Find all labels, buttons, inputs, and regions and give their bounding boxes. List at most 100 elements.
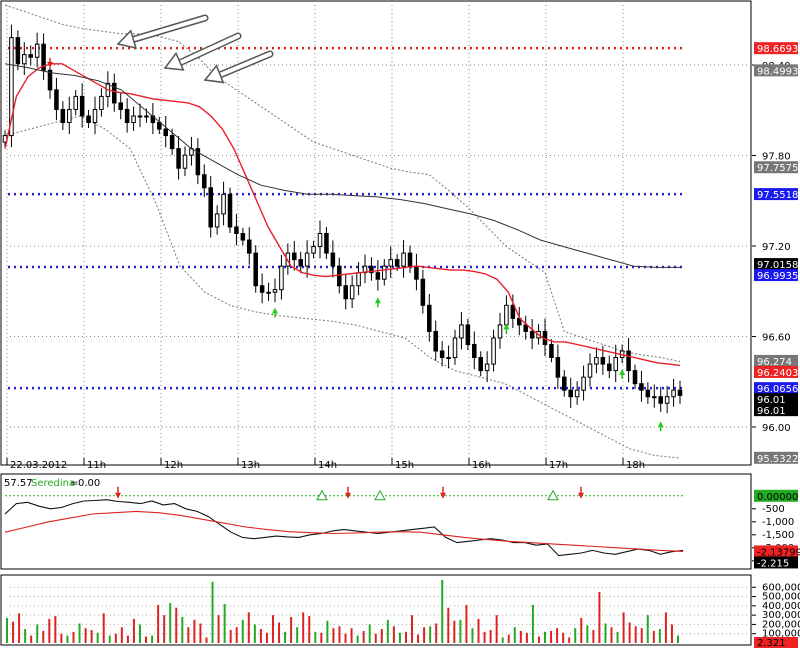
bearish-candle	[163, 128, 168, 137]
price-tag-background	[754, 258, 798, 271]
bearish-candle	[337, 265, 342, 287]
bullish-candle	[446, 357, 451, 360]
price-tick-label: 96.60	[762, 333, 791, 344]
bearish-candle	[472, 343, 477, 359]
bearish-candle	[632, 370, 638, 385]
oscillator-tag: -2.215	[757, 558, 789, 569]
price-tick-label: 97.20	[762, 242, 791, 253]
oscillator-panel-frame	[0, 473, 752, 570]
bearish-candle	[292, 252, 297, 261]
bullish-candle	[137, 115, 143, 118]
bullish-candle	[221, 193, 226, 215]
bearish-candle	[478, 357, 483, 372]
bearish-candle	[369, 265, 374, 274]
oscillator-tag-background	[754, 556, 798, 569]
bearish-candle	[658, 396, 663, 404]
price-tag-background	[754, 161, 798, 174]
bearish-candle	[420, 278, 426, 306]
time-tick-label: 15h	[395, 460, 414, 471]
bearish-candle	[562, 376, 567, 391]
lower-bollinger-band	[4, 115, 681, 459]
bullish-candle	[279, 265, 284, 291]
time-tick-label: 16h	[472, 460, 491, 471]
bullish-candle	[664, 396, 670, 404]
oscillator-buy-marker	[547, 489, 559, 501]
bullish-candle	[652, 396, 657, 399]
bullish-candle	[214, 213, 220, 228]
oscillator-panel[interactable]: -500-1,000-1,500-2,000-2,500 0.00000-2.1…	[0, 473, 800, 570]
dark-moving-average	[4, 63, 680, 268]
price-tag-background	[754, 404, 798, 417]
bearish-candle	[330, 252, 336, 267]
time-tick-label: 18h	[626, 460, 645, 471]
bearish-candle	[324, 233, 329, 254]
time-tick-label: 17h	[549, 460, 568, 471]
volume-axis: 600,000500,000400,000300,000200,000100,0…	[752, 582, 800, 640]
oscillator-tick-label: -500	[762, 504, 785, 515]
price-tag: 96.01	[757, 406, 786, 417]
price-tag: 96.01	[757, 395, 786, 406]
oscillator-sell-marker	[115, 492, 121, 499]
price-tag-background	[754, 393, 798, 406]
bearish-candle	[677, 389, 683, 396]
bullish-candle	[266, 291, 271, 294]
bearish-candle	[28, 54, 33, 58]
price-tag-background	[754, 42, 798, 55]
bearish-candle	[645, 389, 651, 398]
bearish-candle	[465, 324, 471, 345]
bearish-candle	[15, 37, 21, 65]
time-tick-label: 12h	[164, 460, 183, 471]
oscillator-tag-background	[754, 545, 798, 558]
volume-tick-label: 300,000	[762, 610, 800, 621]
bearish-candle	[343, 285, 348, 300]
bearish-candle	[529, 330, 535, 339]
signal-arrows	[47, 57, 664, 432]
price-tag: 96.0656	[757, 384, 798, 395]
oscillator-tick-label: -1,500	[762, 530, 794, 541]
bullish-candle	[504, 304, 509, 326]
upper-bollinger-band	[4, 4, 681, 362]
volume-grid	[10, 586, 750, 635]
bullish-candle	[182, 154, 188, 169]
bearish-candle	[54, 89, 59, 110]
bullish-candle	[613, 357, 618, 372]
price-tag: 95.5322	[757, 454, 798, 465]
buy-signal-arrow	[657, 421, 664, 428]
bearish-candle	[298, 259, 303, 267]
bearish-candle	[195, 148, 201, 176]
bullish-candle	[382, 265, 387, 280]
price-tick-label: 97.80	[762, 152, 791, 163]
sell-signal-arrow	[47, 61, 53, 68]
volume-tick-label: 100,000	[762, 629, 800, 640]
buy-signal-arrow	[374, 297, 381, 304]
oscillator-sell-marker	[345, 492, 351, 499]
oscillator-line	[4, 499, 684, 557]
bearish-candle	[549, 343, 554, 359]
bearish-candle	[433, 330, 438, 352]
buy-signal-arrow	[503, 323, 510, 330]
oscillator-tag: -2.13799	[757, 547, 800, 558]
price-tag: 96.274	[757, 357, 792, 368]
price-levels	[8, 46, 684, 390]
oscillator-header-value: 57.57	[4, 478, 33, 489]
moving-averages	[4, 63, 681, 367]
bullish-candle	[99, 95, 104, 110]
bearish-candle	[639, 383, 644, 391]
bearish-candle	[157, 122, 162, 130]
price-tag: 98.6693	[757, 44, 798, 55]
price-panel-frame	[0, 0, 752, 466]
bearish-candle	[555, 357, 561, 378]
price-tags: 98.6693 98.4993 97.7575 97.5518 97.015896.99…	[754, 42, 798, 465]
bearish-candle	[227, 193, 233, 228]
bearish-candle	[247, 239, 252, 254]
bullish-candle	[497, 324, 503, 339]
oscillator-tick-label: -1,000	[762, 517, 794, 528]
volume-panel[interactable]: 600,000500,000400,000300,000200,000100,0…	[0, 574, 800, 648]
annotation-arrow-shaft	[173, 34, 240, 67]
volume-tag-background	[754, 637, 798, 648]
bullish-candle	[34, 43, 40, 58]
red-moving-average	[4, 63, 681, 367]
oscillator-buy-marker	[316, 489, 328, 501]
bearish-candle	[407, 252, 413, 267]
